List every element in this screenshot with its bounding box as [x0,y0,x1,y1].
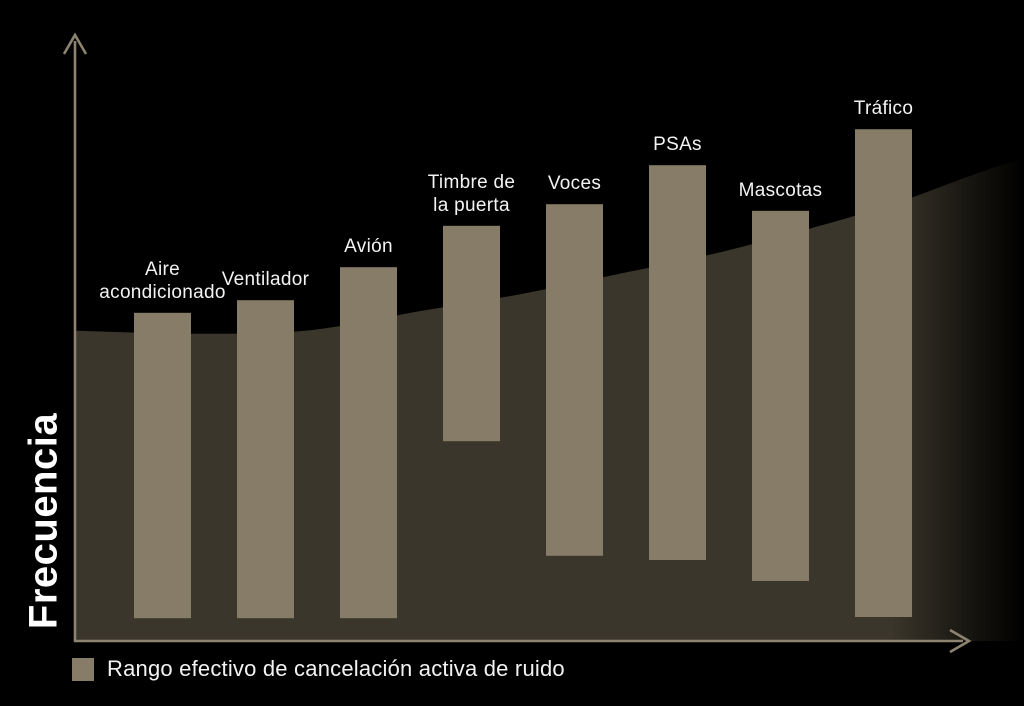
bar-trafico [855,129,912,617]
legend-swatch-icon [72,657,94,681]
legend-label: Rango efectivo de cancelación activa de … [107,656,565,681]
x-axis-arrow-icon [949,628,972,654]
bar-psas [649,165,706,560]
y-axis-title: Frecuencia [21,412,66,630]
bar-aire-acondicionado [134,312,191,619]
y-axis-arrow-icon [62,32,88,55]
bar-timbre-de-la-puerta [443,225,500,442]
legend: Rango efectivo de cancelación activa de … [72,656,565,682]
bar-avion [340,267,397,619]
bar-mascotas [752,210,809,582]
bar-ventilador [237,300,294,619]
bar-voces [546,204,603,556]
